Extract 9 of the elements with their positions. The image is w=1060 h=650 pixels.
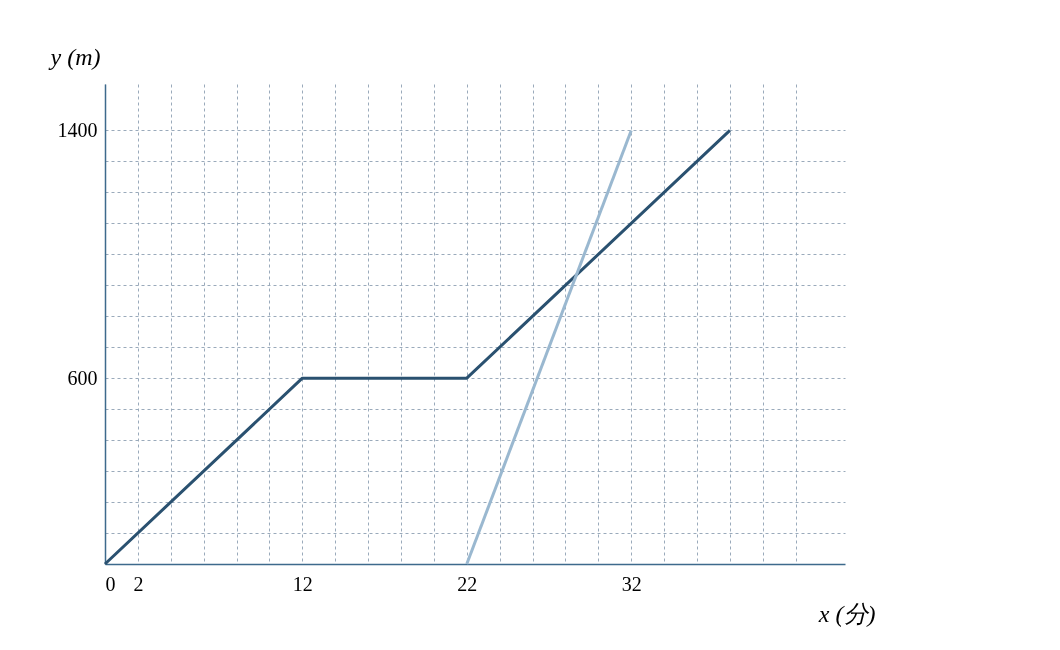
x-axis-title: x (分) <box>817 600 876 627</box>
x-tick-label: 12 <box>292 572 313 595</box>
y-tick-label: 1400 <box>57 118 98 141</box>
x-tick-label: 0 <box>105 572 116 595</box>
y-tick-label: 600 <box>67 366 98 389</box>
x-tick-label: 2 <box>133 572 144 595</box>
x-tick-label: 32 <box>621 572 642 595</box>
x-tick-label: 22 <box>457 572 478 595</box>
y-axis-title: y (m) <box>48 43 101 70</box>
